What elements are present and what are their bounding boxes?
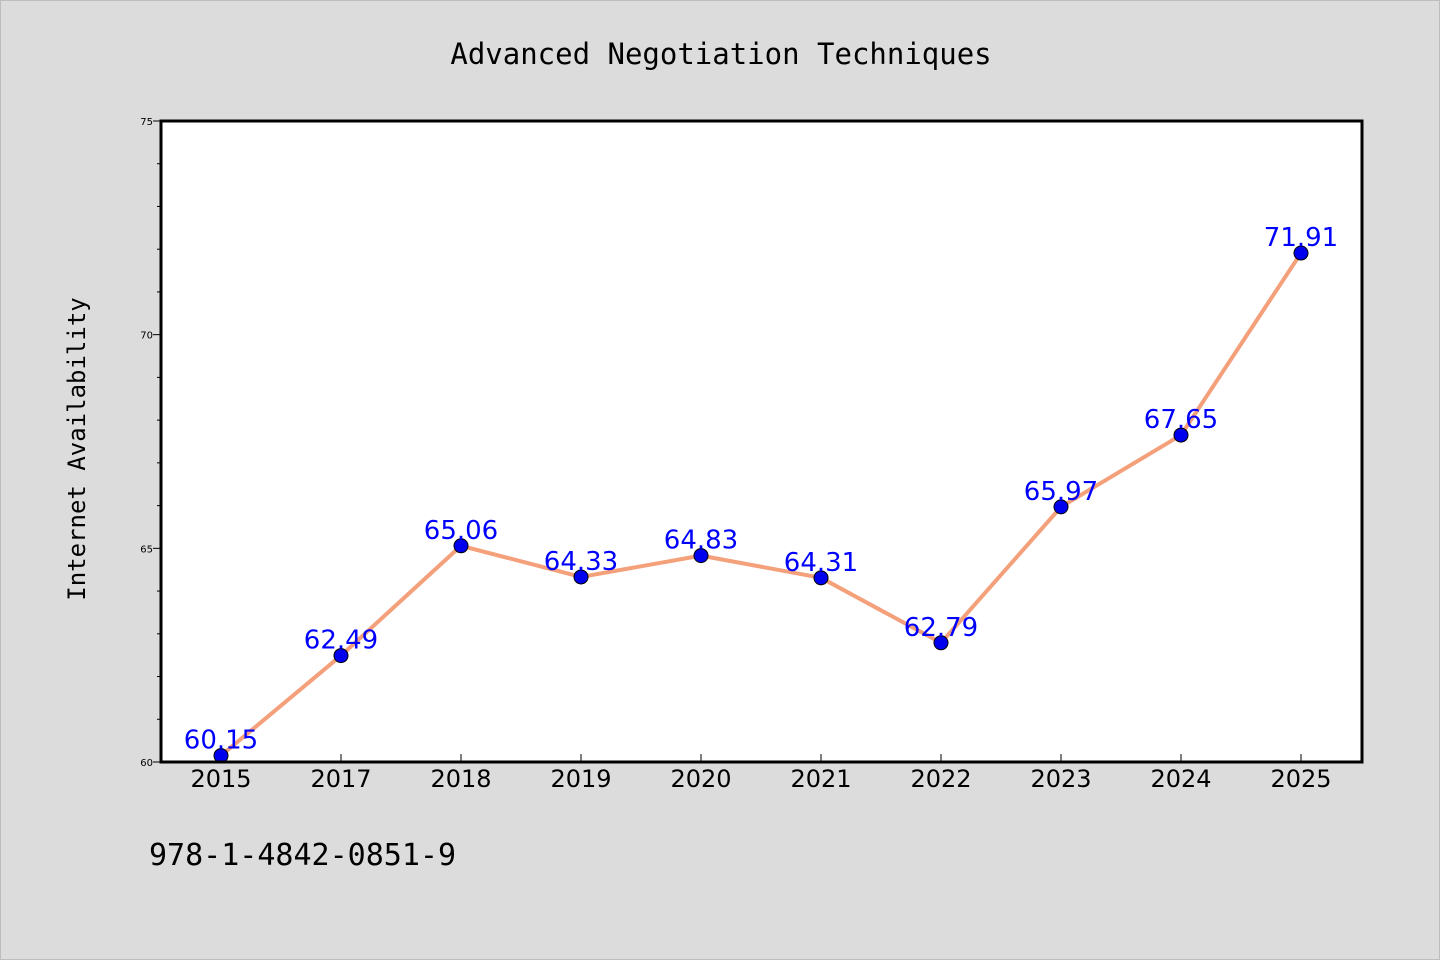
- data-label: 64.83: [664, 526, 738, 556]
- y-axis-label: Internet Availability: [63, 297, 91, 600]
- x-tick-label: 2018: [430, 765, 491, 793]
- x-tick-label: 2023: [1030, 765, 1091, 793]
- data-label: 64.31: [784, 548, 858, 578]
- data-point: [333, 648, 349, 664]
- plot-frame: [159, 119, 1364, 764]
- chart-title: Advanced Negotiation Techniques: [450, 37, 991, 71]
- y-tick-label: 70: [140, 331, 153, 342]
- x-tick-label: 2025: [1270, 765, 1331, 793]
- x-tick-label: 2020: [670, 765, 731, 793]
- y-tick-label: 65: [140, 544, 153, 555]
- x-tick-label: 2019: [550, 765, 611, 793]
- plot-area: [161, 121, 1362, 762]
- data-point: [573, 569, 589, 585]
- data-label: 60.15: [184, 726, 258, 756]
- data-label: 65.97: [1024, 477, 1098, 507]
- x-tick-label: 2015: [190, 765, 251, 793]
- data-label: 67.65: [1144, 405, 1218, 435]
- data-labels: 60.15 62.49 65.06 64.33 64.83 64.31 62.79 65.97…: [184, 223, 1338, 756]
- markers-group: [213, 245, 1309, 764]
- data-label: 62.49: [304, 626, 378, 656]
- x-axis: 2015 2017 2018 2019 2020 2021 2022 2023 2024 2025: [190, 754, 1332, 793]
- x-tick-label: 2024: [1150, 765, 1211, 793]
- data-point: [1173, 427, 1189, 443]
- x-tick-label: 2021: [790, 765, 851, 793]
- data-point: [1053, 499, 1069, 515]
- isbn-footer: 978-1-4842-0851-9: [149, 838, 456, 873]
- series-line: [219, 251, 1303, 758]
- data-label: 65.06: [424, 516, 498, 546]
- y-axis: 60 65 70 75: [140, 117, 161, 769]
- data-label: 71.91: [1264, 223, 1338, 253]
- data-point: [1293, 245, 1309, 261]
- x-tick-label: 2022: [910, 765, 971, 793]
- y-tick-label: 75: [140, 117, 153, 128]
- series-group: [219, 251, 1303, 758]
- x-tick-label: 2017: [310, 765, 371, 793]
- data-point: [933, 635, 949, 651]
- data-point: [813, 570, 829, 586]
- data-label: 62.79: [904, 613, 978, 643]
- data-point: [693, 548, 709, 564]
- y-tick-label: 60: [140, 758, 153, 769]
- data-point: [453, 538, 469, 554]
- data-label: 64.33: [544, 547, 618, 577]
